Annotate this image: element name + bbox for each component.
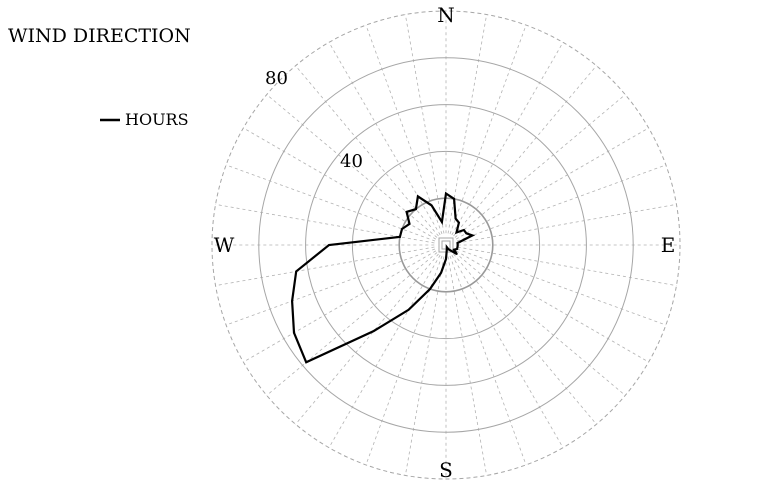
grid-spoke	[455, 250, 649, 363]
data-point	[415, 208, 417, 211]
legend-label-hours: HOURS	[125, 110, 189, 129]
chart-title: WIND DIRECTION	[8, 25, 191, 47]
data-point	[455, 231, 458, 234]
grid-ring	[211, 10, 681, 480]
grid-spoke	[215, 246, 435, 287]
grid-spoke	[454, 252, 626, 396]
grid-spoke	[328, 42, 441, 236]
grid-spoke	[266, 252, 438, 396]
grid-spoke	[457, 246, 677, 287]
data-point	[430, 204, 433, 207]
data-point	[408, 223, 411, 225]
ring-label-40: 40	[340, 151, 363, 172]
grid-spoke	[404, 14, 445, 234]
grid-spoke	[447, 256, 488, 476]
grid-spoke	[449, 255, 527, 466]
data-point	[401, 228, 403, 230]
data-point	[372, 330, 375, 332]
data-point	[429, 288, 431, 290]
grid-spoke	[451, 254, 564, 448]
compass-label-north: N	[437, 3, 455, 27]
data-point	[447, 248, 450, 251]
label-layer: WIND DIRECTION HOURS N E S W 40 80	[8, 3, 675, 482]
data-point	[328, 244, 330, 246]
data-point	[458, 221, 460, 224]
data-point	[456, 246, 459, 248]
data-point	[456, 242, 459, 244]
data-point	[445, 192, 447, 195]
data-point	[445, 248, 448, 251]
grid-spoke	[456, 248, 667, 326]
data-point	[449, 249, 452, 252]
grid-spoke	[266, 94, 438, 238]
ring-label-80: 80	[265, 68, 288, 89]
data-point	[453, 248, 455, 251]
data-point	[445, 258, 447, 260]
grid-spoke	[295, 253, 439, 425]
grid-spoke	[243, 250, 437, 363]
data-point	[407, 308, 410, 311]
data-point	[453, 198, 455, 200]
grid-spoke	[453, 65, 597, 237]
compass-label-east: E	[661, 233, 676, 257]
compass-label-south: S	[439, 458, 453, 482]
data-point	[399, 236, 401, 238]
grid-spoke	[225, 164, 436, 242]
data-point	[305, 361, 308, 364]
grid-spoke	[225, 248, 436, 326]
series-line-hours	[290, 191, 476, 364]
grid-spoke	[447, 14, 488, 234]
data-point	[456, 248, 458, 250]
grid-spoke	[365, 24, 443, 235]
grid-spoke	[453, 253, 597, 425]
data-point	[291, 300, 293, 302]
data-point	[465, 232, 468, 235]
grid-spoke	[451, 42, 564, 236]
grid-spoke	[215, 203, 435, 244]
data-point	[463, 229, 465, 231]
grid-ring	[258, 57, 634, 433]
series-layer	[290, 191, 476, 364]
data-point	[445, 246, 448, 249]
data-point	[417, 195, 419, 198]
data-point	[471, 234, 474, 237]
grid-spoke	[455, 127, 649, 240]
data-point	[454, 217, 457, 220]
grid-layer	[211, 10, 681, 480]
grid-spoke	[449, 24, 527, 235]
grid-ring	[351, 150, 541, 340]
grid-spoke	[295, 65, 439, 237]
data-point	[295, 270, 298, 273]
grid-spoke	[243, 127, 437, 240]
data-point	[440, 271, 442, 274]
data-point	[441, 221, 443, 223]
grid-spoke	[457, 203, 677, 244]
data-point	[456, 244, 459, 246]
grid-spoke	[456, 164, 667, 242]
grid-spoke	[404, 256, 445, 476]
data-point	[455, 253, 458, 255]
grid-spoke	[328, 254, 441, 448]
grid-ring	[305, 104, 587, 386]
data-point	[405, 211, 408, 213]
compass-label-west: W	[214, 233, 235, 257]
data-point	[293, 331, 295, 334]
grid-spoke	[454, 94, 626, 238]
